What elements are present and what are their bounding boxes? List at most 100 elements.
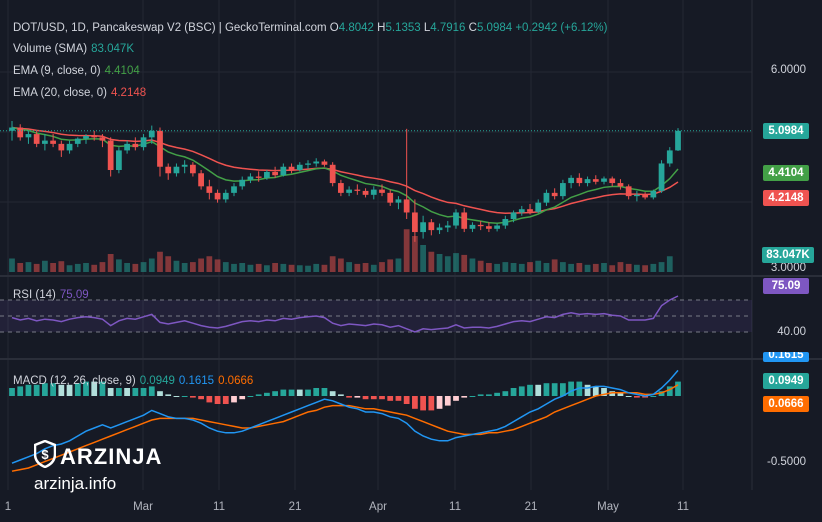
candle-body (535, 202, 542, 212)
volume-bar (91, 264, 98, 272)
volume-bar (469, 258, 476, 272)
candle-body (403, 199, 410, 213)
volume-bar (165, 256, 172, 272)
candle-body (362, 190, 369, 195)
candle-body (354, 189, 361, 191)
macd-histogram-bar (370, 396, 377, 400)
volume-bar (124, 263, 130, 272)
macd-histogram-bar (329, 391, 336, 396)
candle-body (387, 192, 394, 203)
candle-body (33, 134, 40, 144)
macd-histogram-bar (387, 396, 394, 401)
volume-bar (362, 263, 369, 272)
candle-body (206, 186, 213, 193)
macd-histogram-bar (239, 396, 246, 400)
header-legend: DOT/USD, 1D, Pancakeswap V2 (BSC) | Geck… (13, 21, 607, 35)
candle-body (494, 225, 500, 229)
candle-body (173, 166, 180, 174)
volume-bar (140, 262, 147, 272)
volume-bar (527, 262, 533, 272)
rsi-axis-label: 40.00 (777, 326, 806, 338)
volume-legend[interactable]: Volume (SMA) 83.047K (13, 42, 134, 56)
candle-body (91, 136, 98, 138)
volume-bar (551, 259, 558, 272)
macd-signal-badge: 0.0666 (763, 396, 809, 412)
candle-body (675, 130, 681, 151)
volume-bar (477, 260, 484, 272)
volume-bar (264, 265, 270, 272)
candle-body (222, 192, 229, 200)
candle-body (132, 143, 139, 148)
macd-histogram-bar (469, 396, 476, 397)
macd-histogram-bar (91, 381, 98, 396)
candle-body (116, 150, 122, 170)
candle-body (576, 177, 583, 184)
candle-body (584, 179, 591, 184)
macd-histogram-bar (74, 383, 81, 396)
macd-histogram-bar (280, 389, 287, 396)
macd-histogram-bar (321, 388, 328, 396)
volume-bar (617, 262, 624, 272)
volume-bar (576, 263, 583, 272)
volume-bar (329, 256, 336, 272)
candle-body (74, 138, 81, 144)
candle-body (461, 212, 468, 229)
macd-axis-label: -0.5000 (766, 456, 806, 468)
last-price-badge: 5.0984 (763, 123, 809, 139)
x-tick-label: 11 (213, 501, 225, 513)
volume-bar (25, 262, 32, 272)
macd-histogram-bar (198, 396, 204, 400)
candle-body (617, 183, 624, 187)
macd-histogram-bar (477, 394, 484, 396)
volume-bar (444, 256, 451, 272)
candle-body (214, 192, 221, 200)
volume-bar (650, 263, 657, 272)
candle-body (83, 136, 89, 139)
macd-line (11, 369, 679, 464)
price-axis-top-label: 6.0000 (770, 64, 806, 76)
volume-bar (379, 262, 385, 272)
candle-body (370, 189, 377, 195)
rsi-legend[interactable]: RSI (14) 75.09 (13, 288, 89, 302)
candle-body (510, 212, 517, 219)
macd-histogram-bar (42, 383, 48, 396)
ema20-legend[interactable]: EMA (20, close, 0) 4.2148 (13, 86, 146, 100)
candle-body (140, 137, 147, 148)
macd-histogram-bar (601, 388, 607, 396)
candle-body (42, 140, 48, 144)
macd-histogram-bar (617, 392, 624, 396)
macd-histogram-bar (444, 396, 451, 406)
macd-histogram-bar (173, 396, 180, 397)
candle-body (272, 171, 278, 176)
macd-histogram-bar (584, 384, 591, 396)
volume-bar (247, 264, 254, 272)
logo-name: ARZINJA (60, 444, 163, 469)
volume-bar (9, 258, 15, 272)
volume-bar (518, 263, 525, 272)
macd-histogram-bar (264, 392, 270, 396)
ema9-legend[interactable]: EMA (9, close, 0) 4.4104 (13, 64, 140, 78)
volume-bar (107, 254, 114, 272)
macd-histogram-bar (527, 384, 533, 396)
x-tick-label: 11 (677, 501, 689, 513)
rsi-badge: 75.09 (763, 278, 809, 294)
candle-body (107, 140, 114, 170)
candle-body (288, 166, 295, 170)
candle-body (502, 219, 509, 226)
candle-body (190, 164, 196, 174)
volume-bar (387, 259, 394, 272)
candle-body (642, 194, 648, 198)
ohlc-h: H5.1353 (377, 22, 421, 34)
macd-histogram-bar (165, 394, 172, 396)
macd-histogram-bar (346, 396, 352, 398)
macd-legend[interactable]: MACD (12, 26, close, 9) 0.0949 0.1615 0.066… (13, 374, 253, 388)
macd-histogram-bar (288, 389, 295, 396)
candle-body (157, 130, 163, 167)
macd-histogram-bar (107, 388, 114, 396)
x-tick-label: 21 (524, 501, 538, 513)
candle-body (379, 189, 385, 193)
volume-bar (510, 263, 517, 272)
svg-text:$: $ (41, 447, 49, 462)
